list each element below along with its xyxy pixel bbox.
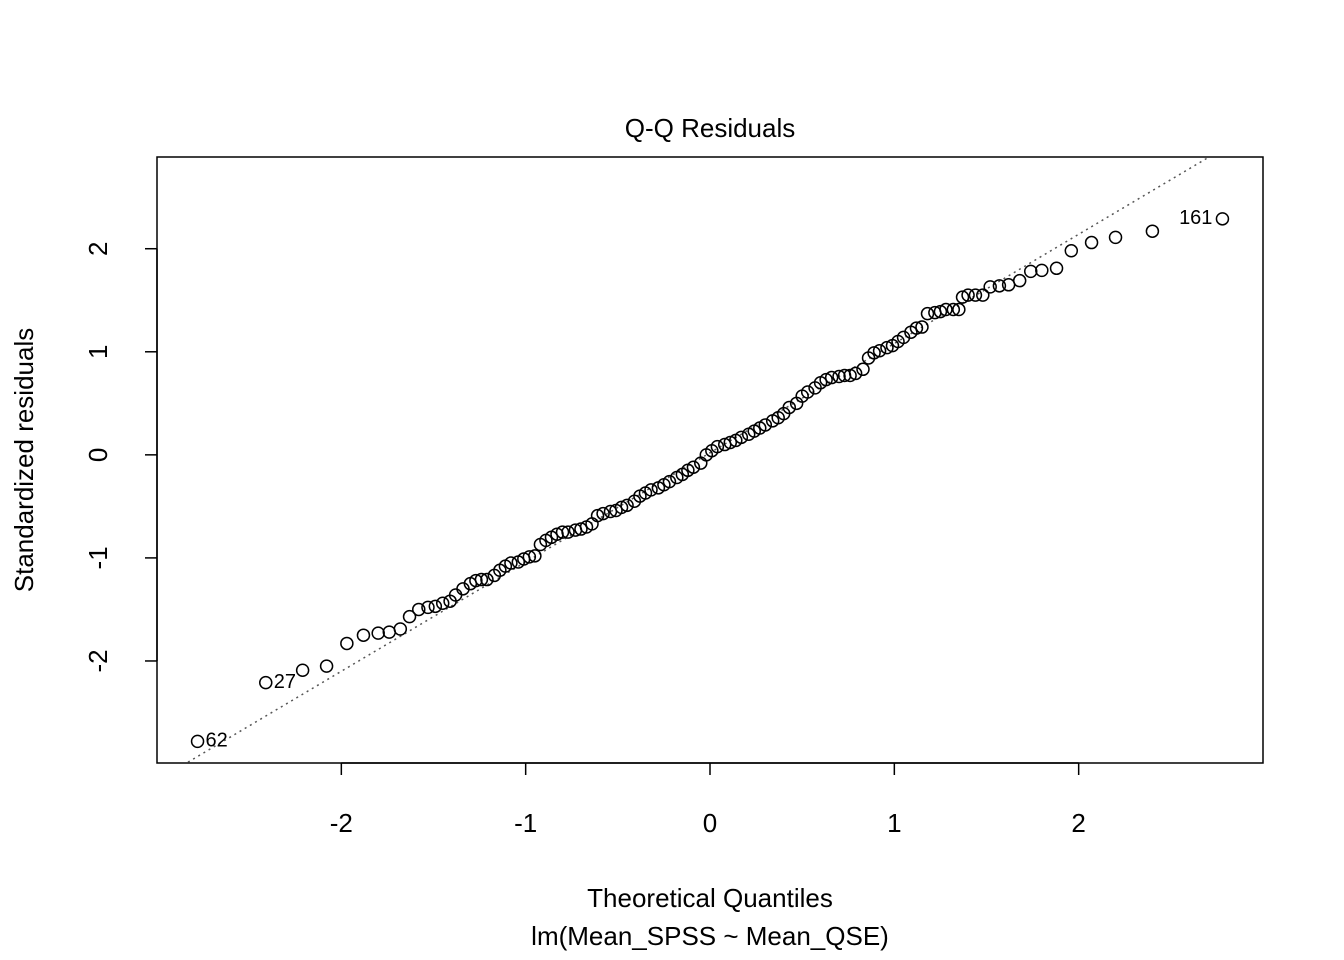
data-point [843,368,857,383]
data-point [976,288,990,302]
data-point [644,483,658,497]
data-point [259,675,273,690]
point-label: 62 [206,730,228,752]
data-point [915,320,929,334]
data-point [371,626,385,640]
data-point [435,596,450,611]
data-point [480,572,494,587]
data-point [933,304,948,319]
data-point [528,549,542,563]
data-point [340,636,354,651]
y-tick-label: -1 [83,546,113,569]
data-point [428,599,443,614]
data-point [734,430,749,445]
data-point [832,369,846,384]
data-point [504,556,518,570]
data-point [402,609,417,624]
data-point [1064,244,1079,258]
data-point [848,366,863,381]
data-point [319,659,334,673]
data-point [1035,263,1049,278]
data-point [710,439,725,454]
point-label: 161 [1179,207,1212,229]
data-point [620,498,634,513]
data-point [983,280,997,294]
x-tick-label: 1 [887,808,901,838]
data-point [939,302,953,317]
x-tick-label: -1 [514,808,537,838]
data-point [382,625,397,639]
data-point [968,288,983,302]
data-point [946,302,961,317]
chart-title: Q-Q Residuals [625,113,796,143]
data-point [356,628,371,642]
data-point [909,321,924,335]
data-point [920,306,935,321]
data-point [190,734,205,749]
data-point [590,508,605,523]
data-point [1145,224,1160,238]
y-tick-label: 2 [83,241,113,255]
data-point [992,279,1007,293]
data-point [295,663,310,677]
data-point [1049,261,1064,276]
data-point [872,344,887,358]
data-point [474,572,489,587]
data-point [961,288,975,302]
y-tick-label: 0 [83,448,113,462]
data-point [758,418,773,432]
data-point [1215,212,1230,226]
data-point [955,290,970,304]
x-tick-label: 2 [1071,808,1085,838]
point-label: 27 [274,671,296,693]
data-point [782,400,797,415]
x-tick-label: 0 [703,808,717,838]
data-point [1012,273,1027,288]
subtitle: lm(Mean_SPSS ~ Mean_QSE) [531,921,889,951]
y-tick-label: 1 [83,345,113,359]
data-point [952,302,966,317]
y-tick-label: -2 [83,649,113,672]
data-point [1023,264,1038,279]
data-point [614,500,629,515]
data-point [596,506,610,521]
data-point [867,346,881,360]
data-point [723,435,738,450]
data-point [819,372,833,387]
x-tick-label: -2 [330,808,353,838]
data-point [800,385,815,399]
data-point [1084,235,1099,250]
data-point [824,370,839,385]
data-point [421,600,435,615]
data-point [686,460,701,474]
data-point [469,573,483,588]
data-point [880,340,894,355]
reference-line-group [185,157,1211,763]
data-point [574,522,588,536]
data-point [1108,230,1123,245]
reference-line [185,157,1211,763]
x-axis-label: Theoretical Quantiles [587,883,833,913]
data-point [856,362,870,377]
data-point [522,550,537,564]
data-point [555,525,570,539]
data-point [393,622,408,636]
y-axis-label: Standardized residuals [9,328,39,593]
data-point [561,525,575,539]
data-point [412,602,426,617]
data-point [662,474,677,489]
data-point [1001,278,1016,292]
